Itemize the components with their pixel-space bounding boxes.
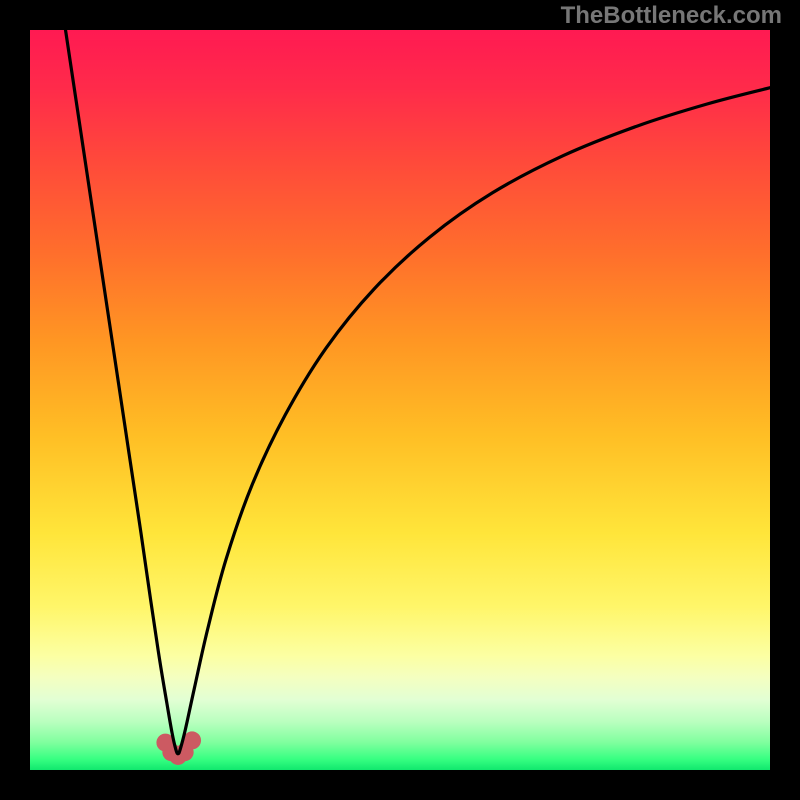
chart-frame-border: [0, 770, 800, 800]
chart-plot-area: [30, 30, 770, 770]
chart-frame-border: [770, 0, 800, 800]
chart-svg-overlay: [30, 30, 770, 770]
watermark-text: TheBottleneck.com: [561, 2, 782, 30]
chart-minimum-markers: [156, 731, 201, 765]
chart-bottleneck-curve: [66, 30, 770, 754]
chart-frame-border: [0, 0, 30, 800]
